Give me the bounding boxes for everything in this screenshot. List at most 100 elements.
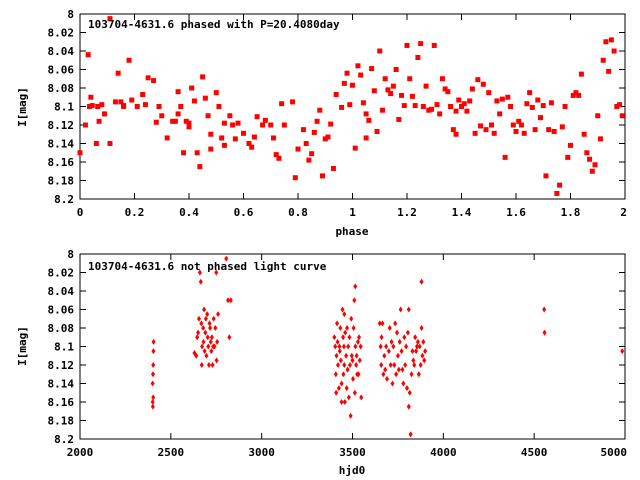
data-point (206, 362, 211, 368)
data-point (352, 297, 357, 304)
data-point (422, 357, 427, 364)
data-point (320, 173, 326, 179)
data-point (429, 106, 435, 112)
y-tick-label: 8.18 (48, 175, 75, 188)
data-point (379, 362, 384, 368)
data-point (420, 104, 426, 109)
data-point (178, 104, 184, 109)
data-point (379, 334, 384, 341)
data-point (557, 182, 563, 188)
data-point (417, 343, 422, 350)
data-point (369, 66, 375, 72)
data-point (200, 343, 205, 350)
data-point (221, 142, 227, 148)
data-point (241, 130, 246, 136)
data-point (390, 83, 396, 89)
data-point (437, 111, 443, 117)
data-point (342, 399, 347, 405)
data-point (412, 362, 417, 368)
data-point (381, 371, 386, 378)
data-point (107, 141, 113, 146)
data-point (201, 338, 206, 345)
data-point (335, 362, 340, 368)
data-point (406, 403, 411, 410)
data-point (408, 431, 413, 438)
chart-title: 103704-4631.6 phased with P=20.4080day (88, 18, 340, 31)
data-point (129, 97, 135, 103)
data-point (96, 118, 102, 124)
data-point (219, 135, 225, 141)
data-point (535, 97, 541, 103)
data-point (401, 103, 407, 109)
data-point (118, 99, 124, 105)
data-point (619, 113, 625, 119)
data-point (548, 100, 554, 106)
data-point (159, 113, 165, 119)
data-point (170, 118, 176, 124)
data-point (399, 92, 405, 98)
x-axis-ticks: 2000 2500 3000 3500 4000 4500 5000 (67, 254, 627, 459)
data-point (620, 348, 625, 355)
data-point (201, 325, 206, 331)
x-tick-label: 2500 (158, 446, 185, 459)
data-point (393, 320, 398, 327)
data-point (480, 81, 486, 87)
data-point (573, 90, 579, 96)
data-point (215, 338, 220, 345)
y-tick-label: 8.2 (54, 433, 74, 446)
data-point (584, 150, 590, 156)
data-point (317, 107, 323, 113)
data-point (77, 150, 83, 156)
data-point (568, 142, 573, 148)
data-point (151, 362, 156, 368)
data-point (347, 102, 353, 108)
data-point (338, 357, 343, 364)
data-point (175, 111, 181, 117)
data-point (311, 129, 317, 135)
y-tick-label: 8.02 (48, 27, 75, 40)
data-point (355, 338, 360, 345)
data-point (281, 122, 287, 128)
data-point (336, 385, 341, 392)
data-point (209, 334, 214, 341)
data-point (341, 80, 347, 86)
data-point (407, 389, 412, 396)
data-point (339, 399, 344, 405)
data-point (126, 57, 132, 63)
phased-light-curve-panel: 88.028.048.068.088.18.128.148.168.188.2 … (16, 8, 627, 238)
data-point (202, 306, 207, 313)
data-point (377, 320, 382, 327)
data-point (508, 104, 514, 109)
data-point (377, 48, 383, 54)
data-point (366, 117, 372, 123)
unphased-light-curve-panel: 88.028.048.068.088.18.128.148.168.188.2 … (16, 248, 627, 477)
data-point (151, 348, 156, 355)
data-point (322, 136, 328, 142)
data-point (380, 320, 385, 327)
data-point (420, 352, 425, 359)
data-point (350, 357, 355, 364)
data-point (608, 37, 614, 43)
data-point (401, 380, 406, 387)
data-point (82, 122, 88, 128)
y-tick-label: 8.02 (48, 267, 75, 280)
data-point (358, 343, 363, 350)
data-point (348, 412, 353, 419)
y-tick-label: 8 (67, 8, 74, 21)
y-tick-label: 8.04 (48, 285, 75, 298)
x-tick-label: 5000 (601, 446, 628, 459)
y-tick-label: 8.1 (54, 341, 74, 354)
data-point (421, 338, 426, 345)
x-axis-label: phase (335, 225, 368, 238)
data-point (246, 141, 252, 146)
data-point (423, 348, 428, 355)
data-point (196, 315, 201, 322)
x-axis-label: hjd0 (339, 464, 366, 477)
data-point (306, 157, 312, 163)
data-point (382, 352, 387, 359)
data-point (205, 311, 210, 318)
data-point (85, 52, 91, 58)
data-point (513, 128, 519, 134)
data-point (335, 320, 340, 327)
data-point (224, 255, 229, 262)
